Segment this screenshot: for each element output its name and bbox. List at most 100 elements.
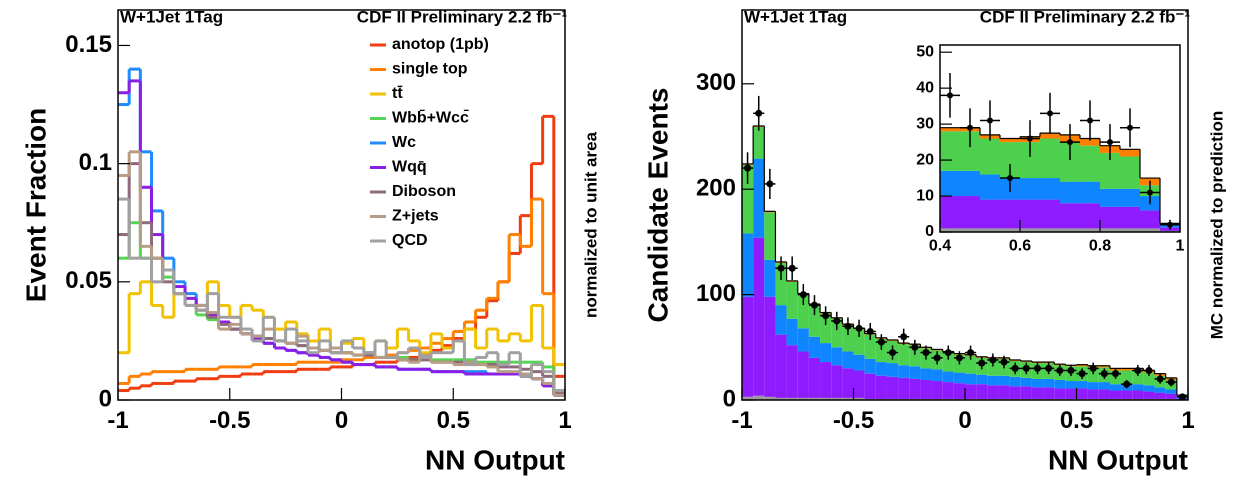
stack-segment xyxy=(786,345,798,398)
stack-segment xyxy=(931,369,943,382)
stack-segment xyxy=(831,318,843,348)
stack-segment xyxy=(942,371,954,383)
stack-segment xyxy=(976,374,988,385)
stack-segment xyxy=(1040,228,1060,232)
data-point xyxy=(900,333,908,341)
stack-segment xyxy=(742,296,754,397)
x-axis-label: NN Output xyxy=(425,444,565,475)
stack-segment xyxy=(753,158,765,238)
stack-segment xyxy=(1100,228,1120,232)
legend-label: single top xyxy=(392,61,468,78)
stack-segment xyxy=(797,351,809,398)
y-tick-label: 40 xyxy=(916,79,934,96)
stack-segment xyxy=(853,329,865,355)
stack-segment xyxy=(940,131,960,171)
data-point xyxy=(855,324,863,332)
stack-segment xyxy=(953,372,965,384)
stack-segment xyxy=(1040,133,1060,139)
stack-segment xyxy=(808,397,821,400)
data-point xyxy=(1112,370,1120,378)
stack-segment xyxy=(742,233,754,297)
y-axis-label: Candidate Events xyxy=(642,88,673,323)
stack-segment xyxy=(1087,389,1099,399)
stack-segment xyxy=(953,383,965,399)
plot-frame xyxy=(118,10,565,400)
stack-segment xyxy=(1098,382,1110,390)
stack-segment xyxy=(831,347,843,366)
stack-segment xyxy=(1121,368,1133,371)
stack-segment xyxy=(1009,386,1021,399)
stack-segment xyxy=(864,373,876,399)
annotation: CDF II Preliminary 2.2 fb⁻¹ xyxy=(980,7,1191,26)
stack-segment xyxy=(1154,387,1166,393)
x-tick-label: 0.8 xyxy=(1089,238,1111,255)
data-point xyxy=(947,92,953,99)
stack-segment xyxy=(965,355,977,374)
stack-segment xyxy=(1120,228,1140,232)
stack-segment xyxy=(940,196,960,229)
stack-segment xyxy=(1132,384,1144,391)
data-point xyxy=(1107,139,1113,146)
stack-segment xyxy=(1020,142,1040,179)
stack-segment xyxy=(1080,203,1100,229)
x-tick-label: 0 xyxy=(958,407,971,434)
data-point xyxy=(1000,358,1008,366)
stack-segment xyxy=(980,138,1000,175)
stack-segment xyxy=(1080,145,1100,182)
data-point xyxy=(822,312,830,320)
x-tick-label: -0.5 xyxy=(833,407,874,434)
data-point xyxy=(833,317,841,325)
stack-segment xyxy=(1120,188,1140,207)
stack-segment xyxy=(1120,149,1140,157)
stack-segment xyxy=(864,358,876,374)
annotation: W+1Jet 1Tag xyxy=(744,7,847,26)
data-point xyxy=(889,349,897,357)
data-point xyxy=(1045,364,1053,372)
legend-label: Wc xyxy=(392,134,416,151)
stack-segment xyxy=(980,228,1000,232)
stack-segment xyxy=(1020,178,1040,200)
data-point xyxy=(744,164,752,172)
stack-segment xyxy=(842,397,854,400)
stack-segment xyxy=(920,379,932,399)
stack-segment xyxy=(1121,390,1133,399)
stack-segment xyxy=(1120,206,1140,229)
plot-border xyxy=(939,44,1181,233)
stack-segment xyxy=(1065,388,1077,399)
stack-segment xyxy=(1009,376,1021,387)
data-point xyxy=(1089,364,1097,372)
stack-segment xyxy=(1076,381,1088,389)
stack-segment xyxy=(1031,378,1044,388)
data-point xyxy=(1167,221,1173,228)
annotation: CDF II Preliminary 2.2 fb⁻¹ xyxy=(357,7,568,26)
y-tick-label: 0.05 xyxy=(65,267,112,294)
data-point xyxy=(1156,375,1164,383)
data-point xyxy=(755,109,763,117)
stack-segment xyxy=(898,344,910,366)
stack-segment xyxy=(875,362,887,376)
data-point xyxy=(1167,378,1175,386)
x-tick-label: 1 xyxy=(558,407,571,434)
y-tick-label: 0 xyxy=(99,385,112,412)
stack-segment xyxy=(1040,178,1060,200)
stack-segment xyxy=(1054,379,1066,389)
stack-segment xyxy=(753,395,765,400)
stack-segment xyxy=(1020,199,1040,229)
stack-segment xyxy=(853,397,865,400)
y-tick-label: 0 xyxy=(925,223,934,240)
stack-segment xyxy=(853,370,865,398)
y-axis-label: Event Fraction xyxy=(20,108,51,302)
stack-segment xyxy=(775,397,787,400)
stack-segment xyxy=(980,174,1000,200)
stack-segment xyxy=(875,338,887,363)
y-tick-label: 0.15 xyxy=(65,31,112,58)
y-tick-label: 100 xyxy=(696,280,736,307)
stack-segment xyxy=(808,336,821,358)
stack-segment xyxy=(940,170,960,197)
stack-segment xyxy=(1098,389,1110,399)
stack-segment xyxy=(1043,387,1055,399)
stack-segment xyxy=(786,281,798,319)
stack-segment xyxy=(1143,391,1155,399)
stack-segment xyxy=(1000,228,1020,232)
